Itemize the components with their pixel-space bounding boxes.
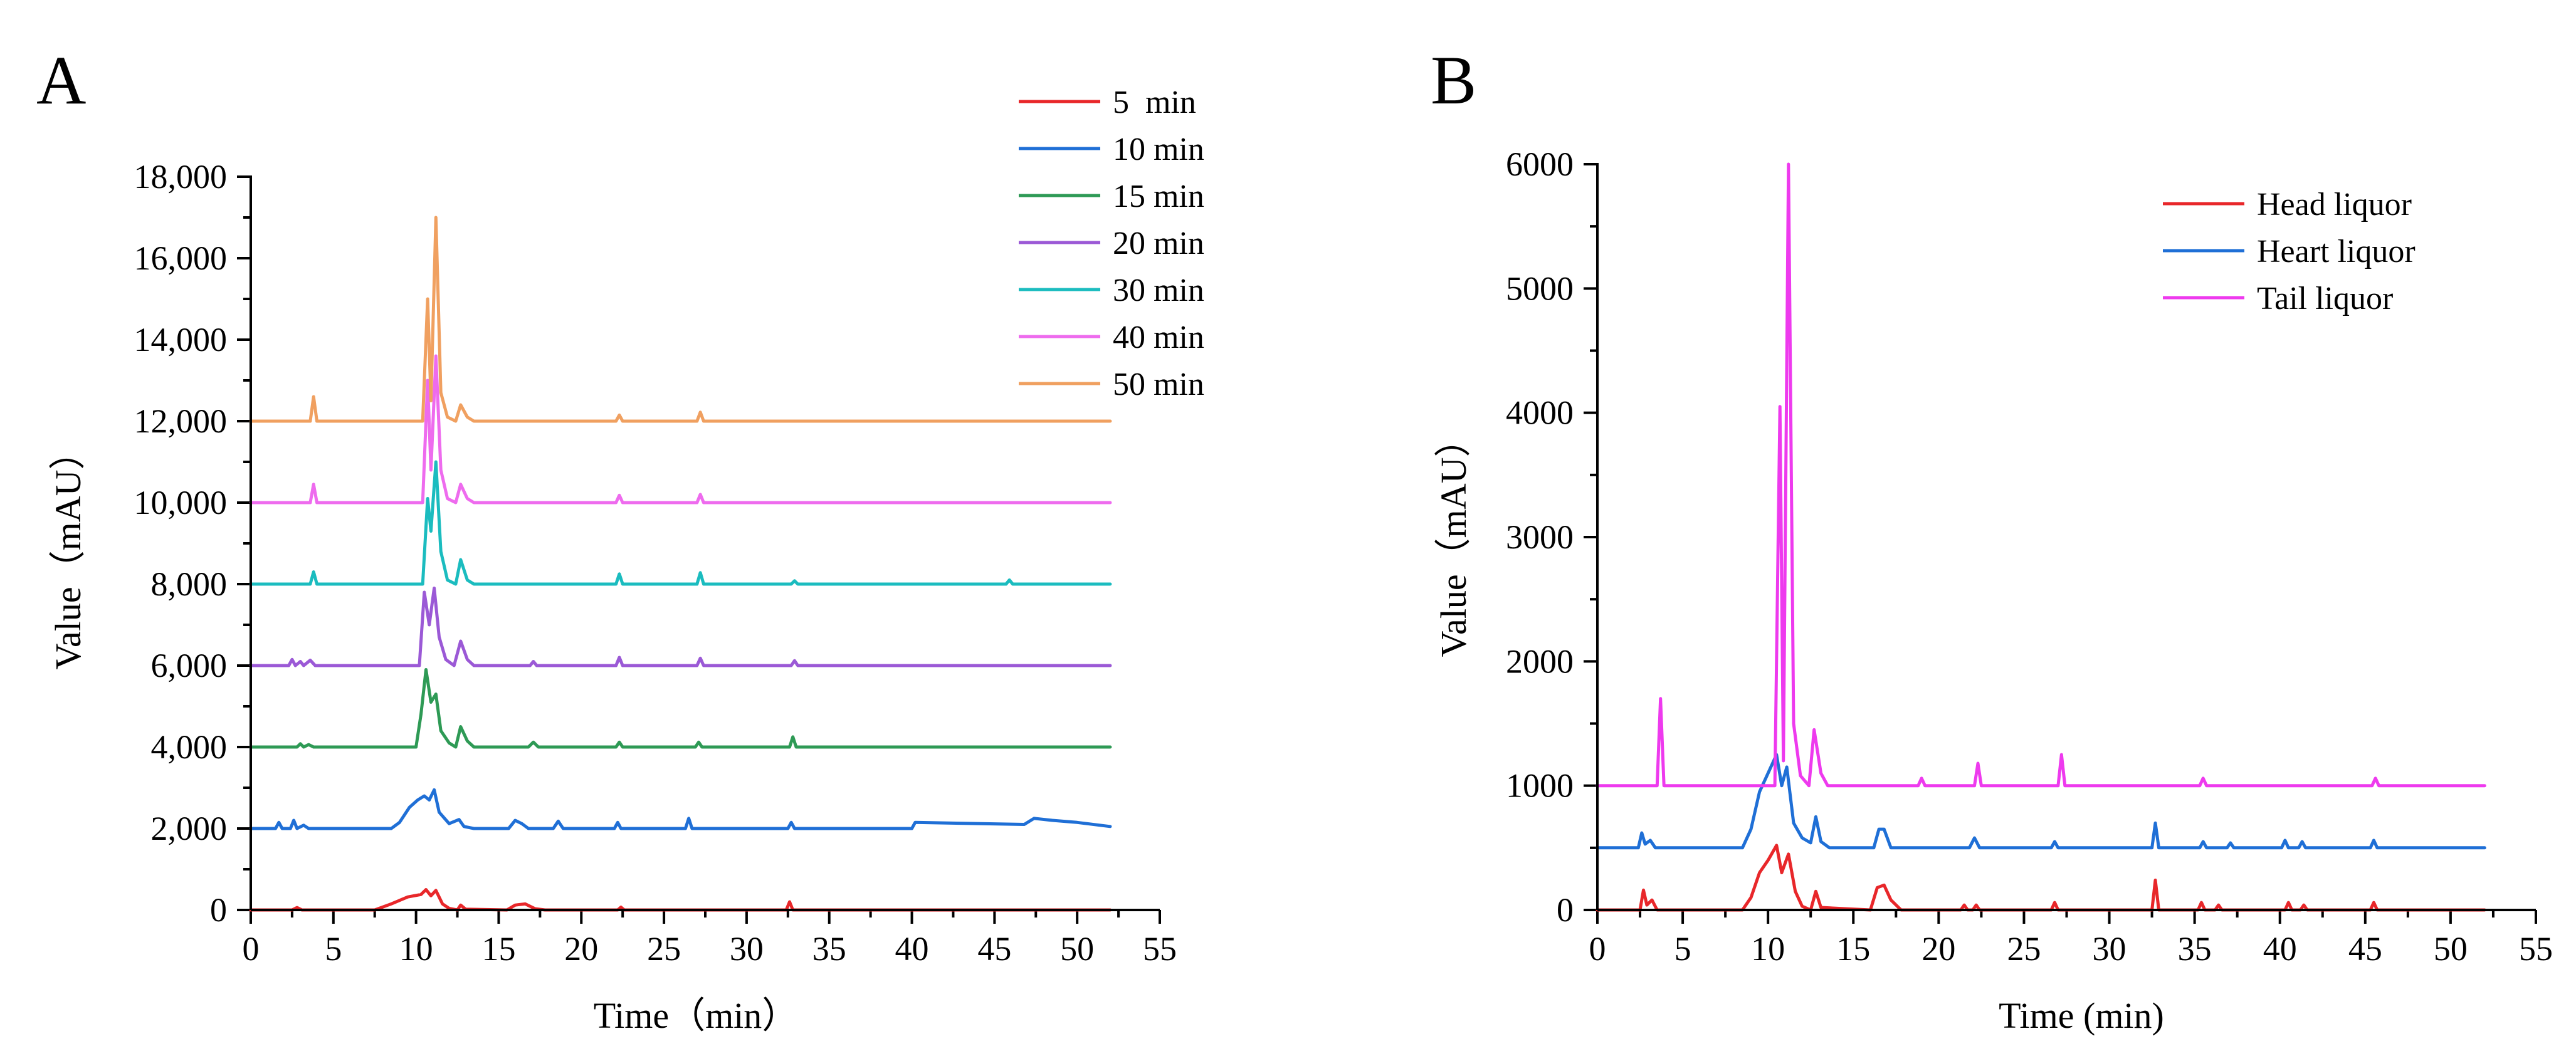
chart-b-x-tick-label: 10 [1751,930,1785,968]
chart-b-legend: Head liquor Heart liquor Tail liquor [2163,187,2416,316]
chart-b-series [1596,162,2486,912]
chart-b-y-tick-label: 1000 [1506,767,1574,805]
chart-b-y-tick-label: 6000 [1506,145,1574,183]
chart-b-series-line-2 [1596,753,2486,850]
chart-b-x-tick-label: 25 [2007,930,2041,968]
chart-b-y-tick-label: 5000 [1506,269,1574,307]
chart-a-x-tick-label: 25 [647,930,681,968]
chart-a-series-line-5 [249,460,1112,586]
chart-a-y-tick-label: 2,000 [151,810,228,847]
chart-a-series-line-6 [249,354,1112,504]
chart-b-axes [1596,163,2536,911]
chart-a-legend-label: 30 min [1113,273,1204,308]
chart-a-legend-label: 15 min [1113,179,1204,214]
chart-b-y-tick-label: 2000 [1506,642,1574,680]
chart-a-y-tick-label: 12,000 [134,402,228,440]
chart-b-y-tick-label: 4000 [1506,394,1574,432]
chart-a-legend-label: 5 min [1113,85,1196,120]
panel-a-letter: A [36,42,86,118]
chart-a-x-tick-label: 20 [564,930,598,968]
panel-b-letter: B [1431,42,1476,118]
chart-b-y-tick-label: 3000 [1506,518,1574,556]
chart-b-series-line-1 [1596,844,2486,912]
chart-b-legend-label: Tail liquor [2257,281,2393,316]
chart-b-series-line-3 [1596,162,2486,788]
chart-a-axes [250,175,1160,911]
chart-a-legend-label: 50 min [1113,367,1204,402]
chart-a-x-tick-label: 35 [812,930,846,968]
chart-a-series [249,216,1112,912]
chart-a-y-tick-label: 0 [210,891,227,929]
chart-a-y-tick-label: 10,000 [134,484,228,521]
chart-a-x-tick-label: 5 [325,930,342,968]
chart-a-x-tick-label: 10 [399,930,433,968]
chart-b-x-tick-label: 0 [1589,930,1606,968]
chart-b-x-tick-label: 30 [2093,930,2127,968]
chart-a-series-line-2 [249,788,1112,830]
chart-b-x-tick-label: 20 [1921,930,1955,968]
chart-a-y-tick-label: 16,000 [134,239,228,277]
chart-a-x-tick-label: 40 [895,930,929,968]
chart-b-x-tick-label: 15 [1836,930,1870,968]
chart-b-legend-label: Heart liquor [2257,234,2416,269]
chart-a-series-line-7 [249,216,1112,423]
chart-a-series-line-3 [249,668,1112,749]
chart-b-y-axis-title: Value（mAU） [1433,421,1474,657]
chart-a-y-tick-label: 8,000 [151,565,228,603]
chart-a-legend: 5 min 10 min 15 min 20 min 30 min 40 min 50 mi… [1019,85,1204,402]
chart-b: 0 5 10 15 20 25 30 35 40 45 50 55 0 1000 2000 3000 4000 5… [1433,145,2553,1036]
chart-a-y-tick-label: 14,000 [134,321,228,358]
chart-a: 0 5 10 15 20 25 30 35 40 45 50 55 0 2,000 4,000 6,000 8,… [48,85,1204,1036]
chart-a-legend-label: 40 min [1113,320,1204,355]
chart-a-x-tick-label: 55 [1143,930,1177,968]
chart-b-x-tick-label: 5 [1674,930,1691,968]
chart-a-x-tick-label: 0 [243,930,260,968]
chart-b-x-axis-title: Time (min) [1999,995,2164,1036]
chart-a-series-line-1 [249,888,1112,912]
chart-a-x-tick-label: 15 [481,930,515,968]
chart-b-ticks: 0 5 10 15 20 25 30 35 40 45 50 55 0 1000 2000 3000 4000 5… [1506,145,2553,968]
chart-a-y-tick-label: 4,000 [151,728,228,766]
chart-a-y-axis-title: Value（mAU） [48,434,88,670]
chart-a-x-tick-label: 45 [977,930,1011,968]
chart-b-legend-label: Head liquor [2257,187,2412,222]
chart-a-ticks: 0 5 10 15 20 25 30 35 40 45 50 55 0 2,000 4,000 6,000 8,… [134,158,1177,968]
chart-b-x-tick-label: 50 [2434,930,2468,968]
chart-b-x-tick-label: 40 [2263,930,2297,968]
chart-b-x-tick-label: 35 [2178,930,2212,968]
chart-b-x-tick-label: 55 [2519,930,2553,968]
chart-a-legend-label: 20 min [1113,226,1204,261]
chart-a-series-line-4 [249,587,1112,667]
chart-a-x-tick-label: 30 [730,930,764,968]
chart-b-y-tick-label: 0 [1557,891,1574,929]
chart-b-x-tick-label: 45 [2348,930,2382,968]
chart-a-legend-label: 10 min [1113,132,1204,167]
chart-a-x-tick-label: 50 [1060,930,1094,968]
chart-a-x-axis-title: Time（min） [594,995,799,1036]
chart-a-y-tick-label: 18,000 [134,158,228,196]
chart-a-y-tick-label: 6,000 [151,647,228,684]
